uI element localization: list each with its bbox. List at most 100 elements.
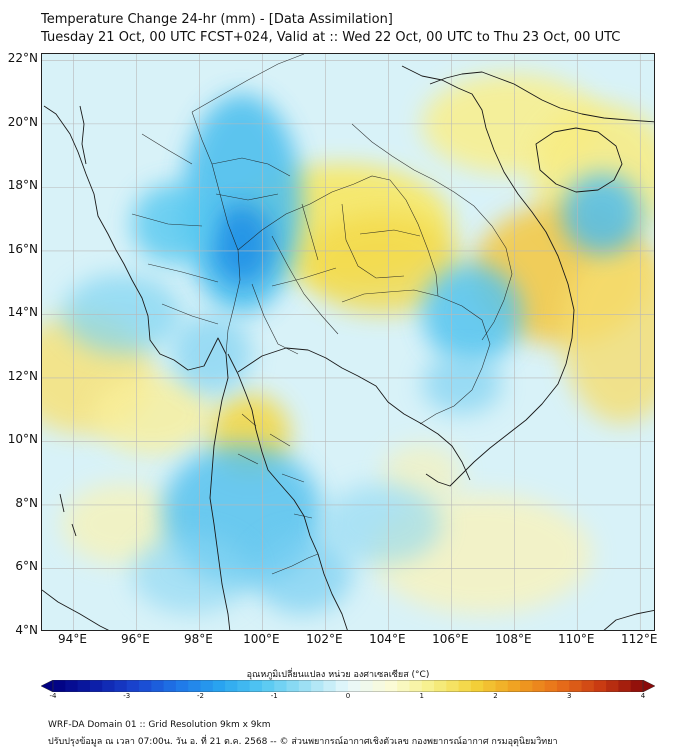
colorbar-cell — [483, 680, 496, 692]
colorbar-tick-label: 2 — [493, 692, 498, 700]
longitude-label: 100°E — [243, 632, 280, 646]
field-shading — [42, 74, 654, 614]
colorbar — [41, 680, 655, 692]
map-panel — [41, 53, 655, 631]
colorbar-cell — [274, 680, 288, 692]
colorbar-cell — [409, 680, 423, 692]
colorbar-cell — [175, 680, 189, 692]
colorbar-cell — [581, 680, 595, 692]
longitude-label: 112°E — [621, 632, 658, 646]
footer-model-info: WRF-DA Domain 01 :: Grid Resolution 9km … — [48, 720, 271, 730]
colorbar-min-extend — [41, 680, 54, 692]
map-title: Temperature Change 24-hr (mm) - [Data As… — [41, 12, 393, 27]
latitude-label: 12°N — [7, 368, 38, 383]
colorbar-cell — [446, 680, 460, 692]
coast-gulf-thailand — [237, 347, 471, 481]
coast-south-china — [429, 71, 654, 123]
field-blob — [172, 314, 252, 394]
colorbar-cell — [618, 680, 632, 692]
colorbar-cell — [163, 680, 177, 692]
colorbar-cell — [630, 680, 644, 692]
longitude-label: 108°E — [495, 632, 532, 646]
colorbar-cell — [102, 680, 115, 692]
colorbar-cell — [126, 680, 140, 692]
colorbar-tick-label: 1 — [419, 692, 424, 700]
longitude-label: 98°E — [183, 632, 213, 646]
field-blob — [92, 374, 212, 454]
colorbar-tick-label: -2 — [197, 692, 204, 700]
longitude-label: 96°E — [121, 632, 150, 646]
colorbar-max-extend — [642, 680, 655, 692]
field-blob — [422, 354, 502, 414]
latitude-label: 20°N — [7, 114, 38, 129]
border-province-b — [131, 133, 291, 325]
border-thailand-malaysia — [271, 553, 319, 575]
colorbar-cell — [53, 680, 66, 692]
colorbar-cell — [348, 680, 361, 692]
field-blob — [62, 484, 182, 564]
colorbar-title: อุณหภูมิเปลี่ยนแปลง หน่วย องศาเซลเซียส (… — [246, 670, 430, 680]
longitude-label: 106°E — [432, 632, 469, 646]
colorbar-cell — [569, 680, 583, 692]
map-subtitle: Tuesday 21 Oct, 00 UTC FCST+024, Valid a… — [41, 30, 621, 45]
field-blob — [62, 274, 182, 354]
colorbar-cell — [360, 680, 374, 692]
colorbar-cell — [286, 680, 300, 692]
graticule — [42, 54, 654, 630]
colorbar-cell — [151, 680, 165, 692]
coast-hainan — [535, 127, 623, 193]
colorbar-cell — [421, 680, 435, 692]
coast-vietnam — [401, 65, 575, 487]
colorbar-cell — [225, 680, 238, 692]
colorbar-tick-label: -1 — [270, 692, 278, 700]
colorbar-tick-label: 3 — [567, 692, 572, 700]
colorbar-cell — [139, 680, 152, 692]
colorbar-cell — [249, 680, 263, 692]
latitude-label: 22°N — [7, 51, 38, 66]
latitude-label: 10°N — [7, 432, 38, 447]
colorbar-cell — [298, 680, 312, 692]
latitude-label: 18°N — [7, 178, 38, 193]
longitude-label: 94°E — [58, 632, 87, 646]
colorbar-cell — [384, 680, 398, 692]
latitude-label: 4°N — [15, 623, 38, 637]
coast-andaman — [79, 105, 87, 165]
colorbar-cell — [89, 680, 103, 692]
field-blob — [252, 534, 352, 614]
coast-nicobar — [59, 493, 77, 537]
colorbar-cell — [114, 680, 128, 692]
border-laos-vietnam — [351, 123, 513, 341]
latitude-label: 14°N — [7, 305, 38, 320]
border-cambodia — [341, 289, 491, 425]
border-province-a — [251, 203, 421, 355]
latitude-label: 6°N — [15, 559, 38, 574]
longitude-label: 110°E — [558, 632, 595, 646]
colorbar-cell — [335, 680, 349, 692]
colorbar-cell — [237, 680, 251, 692]
colorbar-cell — [556, 680, 570, 692]
border-laos-thailand — [237, 175, 439, 297]
colorbar-cell — [495, 680, 509, 692]
colorbar-cell — [507, 680, 521, 692]
field-blob — [132, 534, 252, 614]
colorbar-cell — [458, 680, 472, 692]
coast-peninsula-east — [227, 353, 348, 630]
colorbar-cell — [520, 680, 533, 692]
colorbar-cell — [261, 680, 275, 692]
colorbar-cell — [65, 680, 79, 692]
border-myanmar-east — [191, 54, 305, 113]
border-myanmar-thailand — [191, 111, 241, 355]
colorbar-cell — [212, 680, 226, 692]
border-province-c — [237, 413, 313, 519]
colorbar-cell — [593, 680, 607, 692]
colorbar-cell — [311, 680, 324, 692]
colorbar-cell — [188, 680, 201, 692]
colorbar-cell — [544, 680, 558, 692]
coast-myanmar-west — [43, 105, 231, 630]
footer-credit: ปรับปรุงข้อมูล ณ เวลา 07:00น. วัน อ. ที่… — [48, 737, 558, 747]
colorbar-tick-label: -3 — [123, 692, 131, 700]
field-blob — [562, 244, 654, 424]
colorbar-tick-label: 0 — [345, 692, 351, 700]
admin-borders — [131, 54, 513, 575]
colorbar-cell — [200, 680, 214, 692]
